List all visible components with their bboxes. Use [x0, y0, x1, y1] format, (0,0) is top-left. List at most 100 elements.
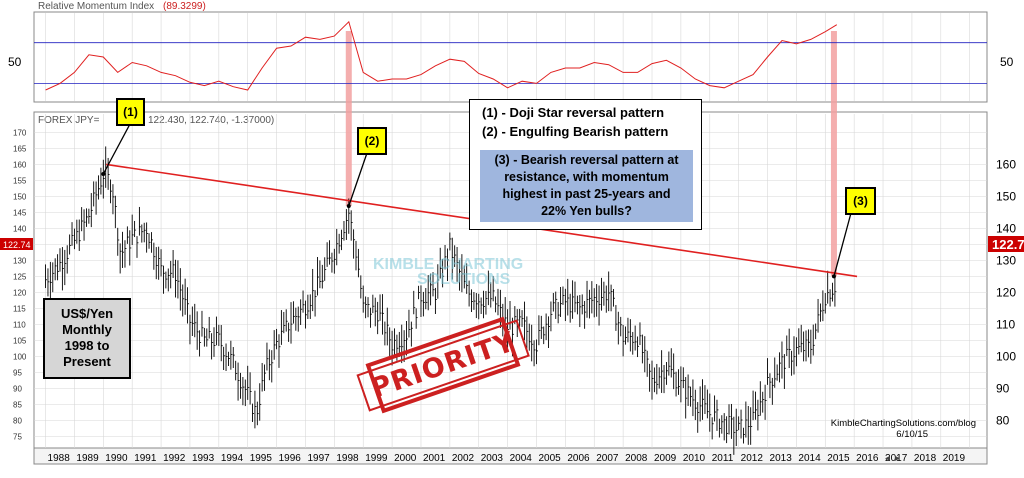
y-left-tick: 155 [13, 176, 27, 185]
zoom-plus-icon[interactable]: ▸ [895, 453, 900, 464]
y-left-tick: 110 [13, 320, 26, 329]
grid-layer [34, 13, 987, 448]
highlight-column [345, 31, 352, 206]
x-tick-label: 2015 [827, 453, 850, 464]
annotation-arrow [348, 152, 368, 207]
annotation-arrow [102, 123, 131, 175]
y-right-tick: 100 [996, 349, 1016, 363]
y-left-tick: 170 [13, 128, 27, 137]
x-tick-label: 2007 [596, 453, 619, 464]
watermark-line2: SOLUTIONS [417, 271, 511, 288]
rmi-tick-left: 50 [8, 55, 22, 69]
marker-3: (3) [845, 187, 876, 215]
x-tick-label: 2016 [856, 453, 879, 464]
y-right-tick: 80 [996, 413, 1010, 427]
description-line3: 1998 to [64, 338, 110, 353]
date-axis-frame [33, 447, 988, 465]
x-tick-label: 2001 [423, 453, 446, 464]
y-left-tick: 140 [13, 224, 27, 233]
x-tick-label: 2003 [481, 453, 504, 464]
indicator-title: Relative Momentum Index [38, 1, 154, 12]
x-tick-label: 1998 [336, 453, 359, 464]
x-tick-label: 2004 [510, 453, 533, 464]
marker-1: (1) [116, 98, 145, 126]
x-tick-label: 1993 [192, 453, 215, 464]
legend-note-line3: highest in past 25-years and [502, 187, 671, 201]
legend-note-line4: 22% Yen bulls? [541, 204, 632, 218]
x-tick-label: 2013 [770, 453, 793, 464]
price-bar-layer [45, 146, 837, 455]
x-tick-label: 2006 [567, 453, 590, 464]
y-left-tick: 125 [13, 272, 27, 281]
y-left-tick: 130 [13, 256, 27, 265]
legend-line-1: (1) - Doji Star reversal pattern [482, 105, 665, 120]
last-value-left: 122.74 [3, 240, 31, 250]
legend-note: (3) - Bearish reversal pattern at resist… [480, 150, 693, 222]
zoom-minus-icon[interactable]: ◂ [885, 453, 890, 464]
y-right-tick: 110 [996, 317, 1015, 331]
y-left-tick: 105 [13, 336, 27, 345]
annotation-arrow-head [831, 274, 836, 279]
marker-2-label: (2) [364, 134, 380, 148]
x-tick-label: 2010 [683, 453, 706, 464]
marker-1-label: (1) [123, 105, 138, 119]
x-tick-label: 2011 [712, 453, 734, 464]
y-left-tick: 95 [13, 368, 22, 377]
x-tick-layer: 1988 1989 1990 1991 1992 1993 1994 1995 1996 1997… [48, 453, 966, 464]
y-right-tick: 150 [996, 189, 1016, 203]
annotation-arrow-head [101, 172, 106, 176]
rmi-layer [45, 20, 838, 91]
marker-3-label: (3) [853, 194, 868, 208]
annotation-arrow-head [346, 204, 351, 208]
y-right-tick: 140 [996, 221, 1016, 235]
watermark-line1: KIMBLE CHARTING [373, 256, 524, 273]
x-tick-label: 1999 [365, 453, 388, 464]
y-left-tick: 80 [13, 416, 22, 425]
y-left-tick: 150 [13, 192, 27, 201]
y-left-tick: 85 [13, 400, 22, 409]
x-tick-label: 2000 [394, 453, 417, 464]
highlight-layer [345, 31, 837, 277]
indicator-value: (89.3299) [163, 1, 206, 12]
x-tick-label: 2019 [943, 453, 966, 464]
y-left-tick: 115 [13, 304, 26, 313]
credit-site: KimbleChartingSolutions.com/blog [830, 418, 976, 429]
y-left-tick: 120 [13, 288, 27, 297]
rmi-band-layer [34, 42, 987, 84]
x-tick-label: 1995 [250, 453, 273, 464]
x-tick-label: 2018 [914, 453, 937, 464]
y-right-tick: 90 [996, 381, 1010, 395]
y-left-tick: 160 [13, 160, 27, 169]
y-right-tick: 120 [996, 285, 1016, 299]
description-line2: Monthly [62, 322, 112, 337]
x-tick-label: 2008 [625, 453, 648, 464]
y-left-tick: 145 [13, 208, 27, 217]
x-tick-label: 2002 [452, 453, 475, 464]
x-tick-label: 1989 [76, 453, 99, 464]
description-box: US$/Yen Monthly 1998 to Present [43, 298, 131, 379]
y-right-tick: 130 [996, 253, 1016, 267]
rmi-series-line [45, 20, 838, 91]
credit: KimbleChartingSolutions.com/blog 6/10/15 [780, 418, 976, 440]
y-left-tick: 165 [13, 144, 27, 153]
last-value-tag-right [988, 236, 1024, 252]
y-left-tick: 90 [13, 384, 22, 393]
y-left-tick: 100 [13, 352, 27, 361]
highlight-column [830, 31, 837, 277]
legend-box: (1) - Doji Star reversal pattern (2) - E… [469, 99, 702, 230]
description-line1: US$/Yen [60, 306, 114, 321]
x-tick-label: 1997 [307, 453, 330, 464]
marker-2: (2) [357, 127, 387, 155]
x-tick-label: 1992 [163, 453, 186, 464]
last-value-tag-left [0, 238, 33, 250]
description-line4: Present [63, 354, 111, 369]
x-tick-label: 1988 [48, 453, 71, 464]
x-tick-label: 1991 [134, 453, 157, 464]
x-tick-label: 1990 [105, 453, 128, 464]
indicator-panel-frame [33, 11, 988, 103]
legend-note-line2: resistance, with momentum [504, 170, 669, 184]
x-tick-label: 2009 [654, 453, 677, 464]
y-right-tick: 160 [996, 157, 1016, 171]
x-tick-label: 2012 [741, 453, 764, 464]
